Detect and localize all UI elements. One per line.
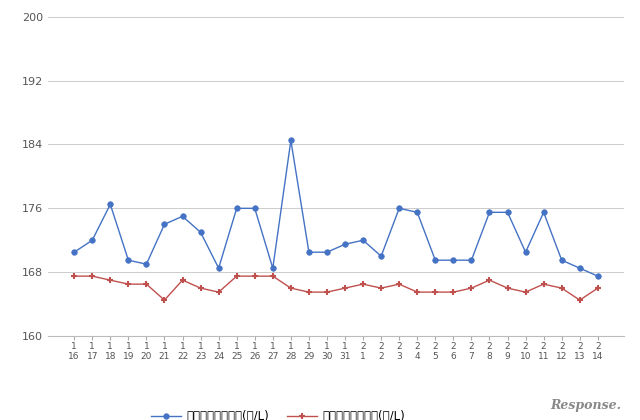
- ハイオク実売価格(円/L): [413, 289, 421, 294]
- ハイオク看板価格(円/L): [106, 202, 114, 207]
- ハイオク実売価格(円/L): [558, 286, 566, 291]
- ハイオク実売価格(円/L): [323, 289, 331, 294]
- ハイオク看板価格(円/L): [449, 257, 457, 262]
- ハイオク看板価格(円/L): [143, 262, 150, 267]
- ハイオク実売価格(円/L): [70, 273, 78, 278]
- ハイオク実売価格(円/L): [269, 273, 276, 278]
- ハイオク看板価格(円/L): [540, 210, 547, 215]
- ハイオク実売価格(円/L): [594, 286, 602, 291]
- ハイオク実売価格(円/L): [125, 281, 132, 286]
- ハイオク実売価格(円/L): [143, 281, 150, 286]
- ハイオク実売価格(円/L): [540, 281, 547, 286]
- ハイオク実売価格(円/L): [88, 273, 96, 278]
- ハイオク実売価格(円/L): [196, 286, 204, 291]
- ハイオク看板価格(円/L): [396, 206, 403, 211]
- ハイオク実売価格(円/L): [305, 289, 313, 294]
- Text: Response.: Response.: [550, 399, 621, 412]
- ハイオク看板価格(円/L): [594, 273, 602, 278]
- ハイオク看板価格(円/L): [251, 206, 259, 211]
- ハイオク看板価格(円/L): [504, 210, 511, 215]
- ハイオク実売価格(円/L): [504, 286, 511, 291]
- ハイオク看板価格(円/L): [413, 210, 421, 215]
- ハイオク看板価格(円/L): [269, 265, 276, 270]
- ハイオク実売価格(円/L): [215, 289, 223, 294]
- Legend: ハイオク看板価格(円/L), ハイオク実売価格(円/L): ハイオク看板価格(円/L), ハイオク実売価格(円/L): [147, 406, 410, 420]
- ハイオク実売価格(円/L): [449, 289, 457, 294]
- ハイオク看板価格(円/L): [576, 265, 584, 270]
- ハイオク看板価格(円/L): [341, 241, 349, 247]
- ハイオク実売価格(円/L): [106, 278, 114, 283]
- ハイオク実売価格(円/L): [486, 278, 493, 283]
- ハイオク看板価格(円/L): [70, 249, 78, 255]
- ハイオク実売価格(円/L): [359, 281, 367, 286]
- ハイオク実売価格(円/L): [396, 281, 403, 286]
- ハイオク看板価格(円/L): [486, 210, 493, 215]
- ハイオク看板価格(円/L): [287, 138, 294, 143]
- ハイオク実売価格(円/L): [431, 289, 439, 294]
- Line: ハイオク看板価格(円/L): ハイオク看板価格(円/L): [72, 138, 600, 279]
- ハイオク看板価格(円/L): [359, 238, 367, 243]
- ハイオク看板価格(円/L): [88, 238, 96, 243]
- ハイオク看板価格(円/L): [305, 249, 313, 255]
- ハイオク実売価格(円/L): [287, 286, 294, 291]
- ハイオク看板価格(円/L): [468, 257, 476, 262]
- ハイオク看板価格(円/L): [196, 230, 204, 235]
- ハイオク実売価格(円/L): [161, 297, 168, 302]
- ハイオク実売価格(円/L): [522, 289, 529, 294]
- ハイオク実売価格(円/L): [233, 273, 241, 278]
- ハイオク実売価格(円/L): [468, 286, 476, 291]
- ハイオク看板価格(円/L): [215, 265, 223, 270]
- ハイオク看板価格(円/L): [161, 222, 168, 227]
- ハイオク実売価格(円/L): [378, 286, 385, 291]
- ハイオク実売価格(円/L): [179, 278, 186, 283]
- ハイオク実売価格(円/L): [576, 297, 584, 302]
- ハイオク看板価格(円/L): [522, 249, 529, 255]
- ハイオク看板価格(円/L): [233, 206, 241, 211]
- ハイオク実売価格(円/L): [251, 273, 259, 278]
- ハイオク看板価格(円/L): [431, 257, 439, 262]
- ハイオク実売価格(円/L): [341, 286, 349, 291]
- ハイオク看板価格(円/L): [323, 249, 331, 255]
- Line: ハイオク実売価格(円/L): ハイオク実売価格(円/L): [70, 273, 602, 304]
- ハイオク看板価格(円/L): [558, 257, 566, 262]
- ハイオク看板価格(円/L): [125, 257, 132, 262]
- ハイオク看板価格(円/L): [378, 254, 385, 259]
- ハイオク看板価格(円/L): [179, 214, 186, 219]
